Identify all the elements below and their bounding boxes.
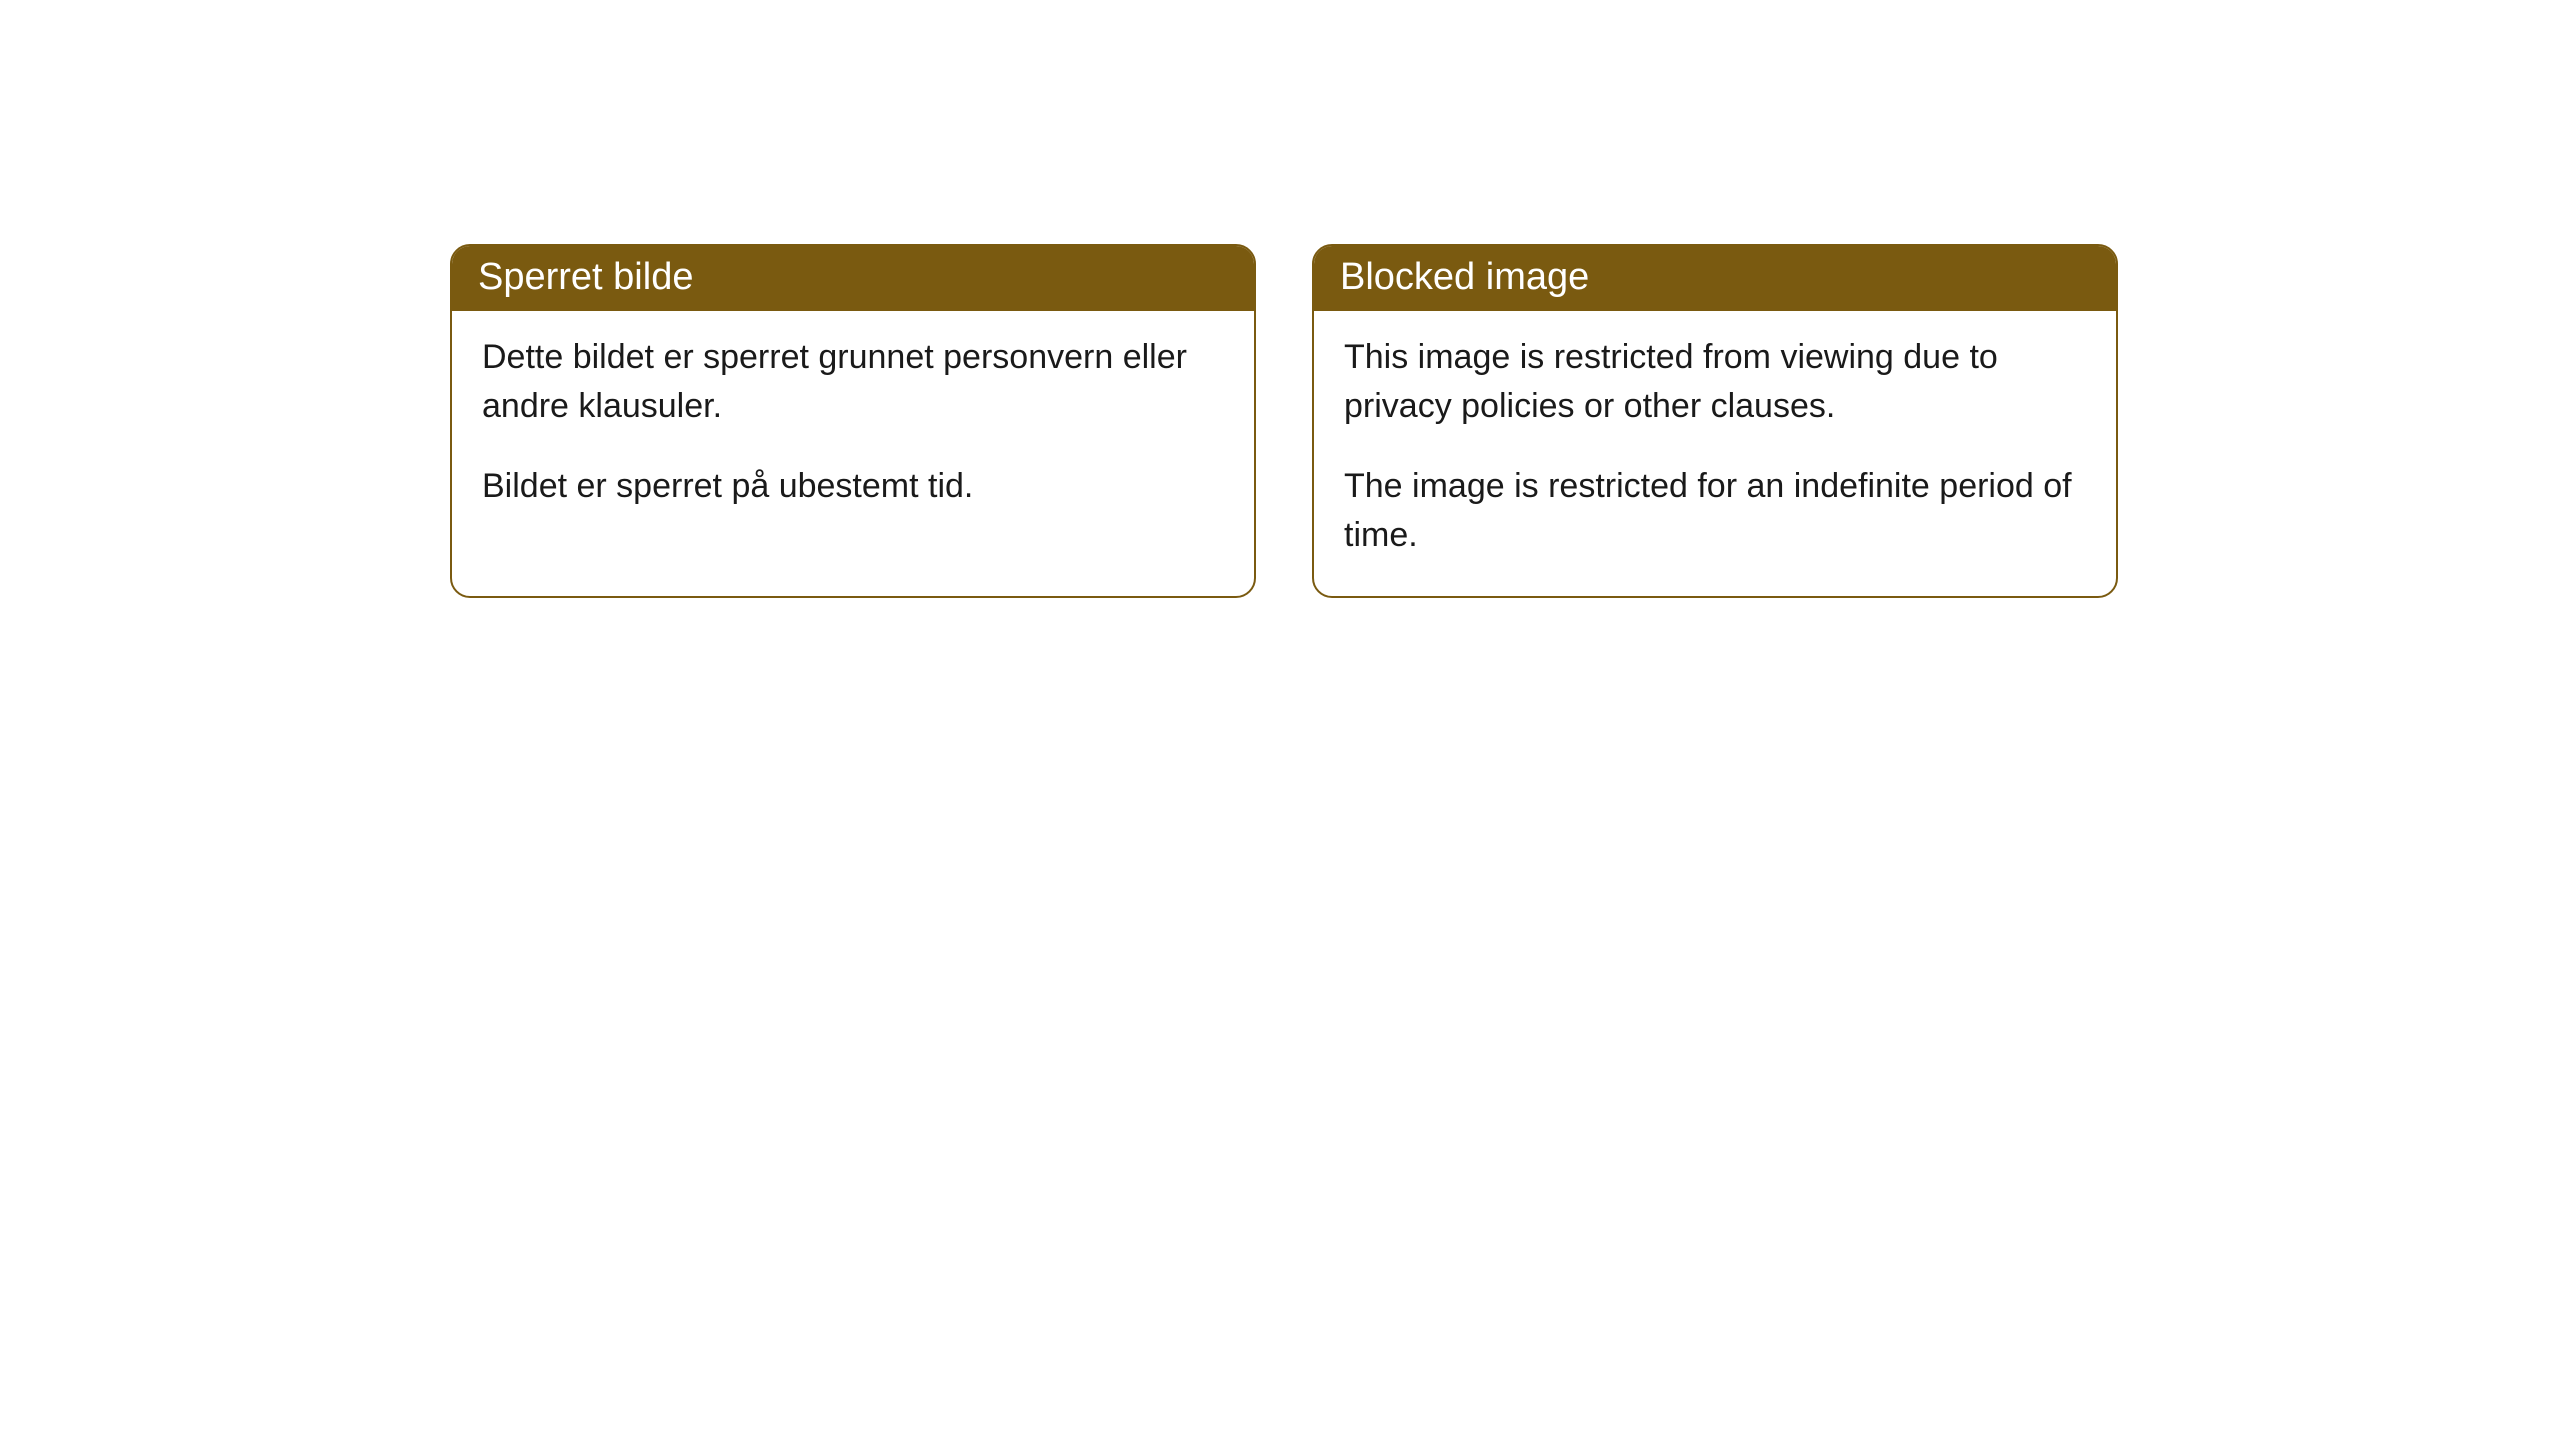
notice-container: Sperret bilde Dette bildet er sperret gr… (0, 0, 2560, 598)
card-paragraph: This image is restricted from viewing du… (1344, 333, 2086, 432)
card-paragraph: Dette bildet er sperret grunnet personve… (482, 333, 1224, 432)
card-body: This image is restricted from viewing du… (1314, 311, 2116, 596)
card-paragraph: The image is restricted for an indefinit… (1344, 462, 2086, 561)
card-header: Blocked image (1314, 246, 2116, 311)
card-paragraph: Bildet er sperret på ubestemt tid. (482, 462, 1224, 511)
card-body: Dette bildet er sperret grunnet personve… (452, 311, 1254, 547)
card-header: Sperret bilde (452, 246, 1254, 311)
blocked-image-card-norwegian: Sperret bilde Dette bildet er sperret gr… (450, 244, 1256, 598)
blocked-image-card-english: Blocked image This image is restricted f… (1312, 244, 2118, 598)
